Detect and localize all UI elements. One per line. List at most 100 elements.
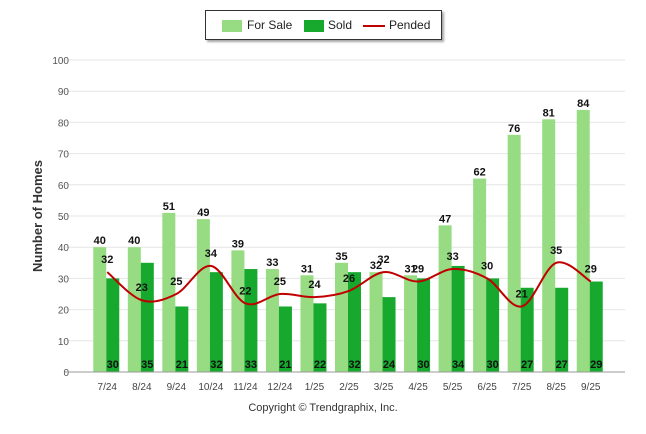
bar-sold — [486, 278, 500, 372]
label-for-sale: 33 — [266, 257, 278, 269]
label-pended: 23 — [136, 282, 148, 294]
label-sold: 30 — [487, 359, 499, 371]
x-axis-ticks: 7/24 8/24 9/24 10/24 11/24 12/24 1/25 2/25 3/25 4… — [98, 382, 601, 393]
label-sold: 35 — [141, 359, 153, 371]
bar-for-sale — [369, 272, 383, 372]
label-pended: 32 — [377, 254, 389, 266]
y-tick-label: 100 — [52, 56, 69, 67]
label-pended: 26 — [343, 273, 355, 285]
y-axis-title: Number of Homes — [30, 160, 45, 272]
label-sold: 30 — [107, 359, 119, 371]
label-sold: 27 — [556, 359, 568, 371]
x-tick-label: 1/25 — [305, 382, 325, 393]
label-pended: 25 — [274, 276, 286, 288]
y-tick-label: 80 — [58, 118, 70, 129]
label-for-sale: 40 — [94, 235, 106, 247]
bar-sold — [140, 262, 154, 372]
label-pended: 35 — [550, 245, 562, 257]
bar-sold — [382, 297, 396, 372]
legend-label-pended[interactable]: Pended — [389, 18, 431, 32]
label-for-sale: 62 — [474, 167, 486, 179]
bar-sold — [313, 303, 327, 372]
x-tick-label: 10/24 — [198, 382, 223, 393]
y-tick-label: 50 — [58, 212, 70, 223]
bar-sold — [589, 281, 603, 372]
bar-for-sale — [576, 109, 590, 373]
bar-sold — [451, 265, 465, 372]
bar-sold — [106, 278, 120, 372]
label-sold: 21 — [279, 359, 291, 371]
x-tick-label: 3/25 — [374, 382, 394, 393]
x-tick-label: 8/24 — [132, 382, 152, 393]
label-for-sale: 35 — [335, 251, 347, 263]
y-axis-ticks: 0 10 20 30 40 50 60 70 80 90 100 — [52, 56, 69, 379]
y-tick-label: 10 — [58, 337, 70, 348]
bar-sold — [278, 306, 292, 372]
bar-for-sale — [93, 247, 107, 372]
y-tick-label: 40 — [58, 243, 70, 254]
bar-sold — [209, 272, 223, 372]
label-sold: 30 — [417, 359, 429, 371]
bar-for-sale — [542, 119, 556, 372]
label-sold: 27 — [521, 359, 533, 371]
bars — [93, 109, 603, 373]
label-for-sale: 49 — [197, 207, 209, 219]
bar-sold — [348, 272, 361, 372]
pended-line — [106, 261, 592, 308]
bar-sold — [417, 278, 431, 372]
label-for-sale: 31 — [404, 263, 416, 275]
label-sold: 33 — [245, 359, 257, 371]
bar-for-sale — [300, 275, 314, 372]
label-pended: 33 — [446, 251, 458, 263]
bar-for-sale — [438, 225, 452, 372]
label-pended: 29 — [585, 264, 597, 276]
label-sold: 22 — [314, 359, 326, 371]
label-for-sale: 39 — [232, 238, 244, 250]
x-tick-label: 9/24 — [167, 382, 187, 393]
label-pended: 32 — [101, 254, 113, 266]
bar-for-sale — [404, 275, 418, 372]
x-tick-label: 11/24 — [233, 382, 258, 393]
legend-label-sold[interactable]: Sold — [328, 18, 353, 32]
label-for-sale: 51 — [163, 201, 175, 213]
label-sold: 24 — [383, 359, 396, 371]
label-sold: 21 — [176, 359, 188, 371]
data-labels: 40 30 40 35 51 21 49 32 39 33 33 21 31 22 35 32 32 24 31 30… — [94, 98, 603, 371]
y-tick-label: 30 — [58, 274, 70, 285]
label-for-sale: 31 — [301, 263, 313, 275]
copyright-credit: Copyright © Trendgraphix, Inc. — [248, 402, 398, 414]
label-sold: 29 — [590, 359, 602, 371]
y-tick-label: 60 — [58, 181, 70, 192]
bar-for-sale — [162, 212, 176, 372]
y-tick-label: 90 — [58, 87, 70, 98]
y-tick-label: 20 — [58, 306, 70, 317]
label-pended: 21 — [516, 288, 528, 300]
legend-label-for-sale[interactable]: For Sale — [247, 18, 293, 32]
bar-for-sale — [196, 219, 210, 372]
legend: For Sale Sold Pended — [205, 10, 442, 40]
label-pended: 29 — [412, 264, 424, 276]
x-tick-label: 8/25 — [546, 382, 566, 393]
x-tick-label: 6/25 — [477, 382, 497, 393]
x-tick-label: 7/24 — [98, 382, 118, 393]
y-tick-label: 70 — [58, 150, 70, 161]
x-tick-label: 5/25 — [443, 382, 463, 393]
bar-for-sale — [231, 250, 245, 372]
x-tick-label: 2/25 — [339, 382, 359, 393]
label-for-sale: 40 — [128, 235, 140, 247]
x-tick-label: 9/25 — [581, 382, 601, 393]
legend-swatch-for-sale — [222, 20, 242, 32]
label-sold: 34 — [452, 359, 465, 371]
label-for-sale: 84 — [577, 98, 590, 110]
legend-swatch-pended — [363, 25, 385, 27]
label-sold: 32 — [348, 359, 360, 371]
y-tick-label: 0 — [63, 368, 69, 379]
bar-for-sale — [335, 262, 348, 372]
label-pended: 30 — [481, 260, 493, 272]
label-for-sale: 47 — [439, 213, 451, 225]
x-tick-label: 12/24 — [267, 382, 292, 393]
label-pended: 22 — [239, 285, 251, 297]
x-tick-label: 7/25 — [512, 382, 532, 393]
bar-sold — [244, 269, 258, 372]
